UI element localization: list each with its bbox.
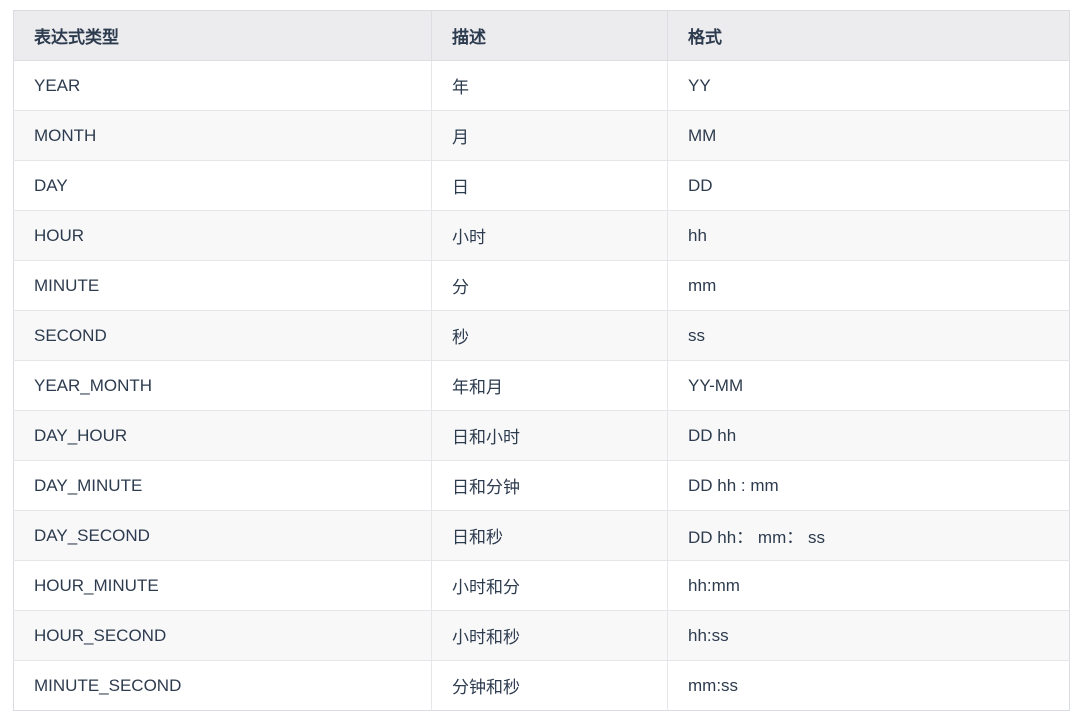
- cell-expression-type: HOUR_SECOND: [13, 610, 432, 661]
- table-row: MONTH 月 MM: [13, 110, 1070, 161]
- cell-expression-type: MINUTE_SECOND: [13, 660, 432, 711]
- table-row: HOUR 小时 hh: [13, 210, 1070, 261]
- table-row: MINUTE_SECOND 分钟和秒 mm:ss: [13, 660, 1070, 711]
- cell-description: 日: [431, 160, 668, 211]
- cell-format: DD hh: [667, 410, 1070, 461]
- cell-format: YY: [667, 60, 1070, 111]
- cell-format: DD hh : mm: [667, 460, 1070, 511]
- cell-description: 日和分钟: [431, 460, 668, 511]
- cell-expression-type: DAY_HOUR: [13, 410, 432, 461]
- cell-description: 年: [431, 60, 668, 111]
- cell-description: 日和秒: [431, 510, 668, 561]
- cell-format: DD: [667, 160, 1070, 211]
- table-row: MINUTE 分 mm: [13, 260, 1070, 311]
- datetime-expression-table-container: 表达式类型 描述 格式 YEAR 年 YY MONTH 月 MM DAY 日 D…: [13, 10, 1070, 711]
- table-row: DAY_MINUTE 日和分钟 DD hh : mm: [13, 460, 1070, 511]
- column-header-format: 格式: [667, 10, 1070, 61]
- table-row: HOUR_SECOND 小时和秒 hh:ss: [13, 610, 1070, 661]
- cell-description: 小时: [431, 210, 668, 261]
- cell-description: 秒: [431, 310, 668, 361]
- table-row: DAY_SECOND 日和秒 DD hh： mm： ss: [13, 510, 1070, 561]
- cell-description: 年和月: [431, 360, 668, 411]
- cell-format: hh:ss: [667, 610, 1070, 661]
- table-row: DAY 日 DD: [13, 160, 1070, 211]
- cell-format: hh: [667, 210, 1070, 261]
- table-row: YEAR_MONTH 年和月 YY-MM: [13, 360, 1070, 411]
- cell-format: mm: [667, 260, 1070, 311]
- cell-format: mm:ss: [688, 675, 739, 695]
- cell-format: DD hh： mm： ss: [667, 510, 1070, 561]
- cell-format: YY-MM: [667, 360, 1070, 411]
- table-row: YEAR 年 YY: [13, 60, 1070, 111]
- cell-expression-type: HOUR: [13, 210, 432, 261]
- column-header-expression-type: 表达式类型: [13, 10, 432, 61]
- datetime-expression-table: 表达式类型 描述 格式 YEAR 年 YY MONTH 月 MM DAY 日 D…: [13, 10, 1070, 711]
- cell-expression-type: SECOND: [13, 310, 432, 361]
- cell-description: 分: [431, 260, 668, 311]
- cell-expression-type: MONTH: [13, 110, 432, 161]
- table-row: HOUR_MINUTE 小时和分 hh:mm: [13, 560, 1070, 611]
- cell-description: 日和小时: [431, 410, 668, 461]
- cell-description: 小时和秒: [431, 610, 668, 661]
- cell-expression-type: DAY: [13, 160, 432, 211]
- table-row: DAY_HOUR 日和小时 DD hh: [13, 410, 1070, 461]
- cell-format: ss: [667, 310, 1070, 361]
- cell-format: hh:mm: [667, 560, 1070, 611]
- cell-description: 月: [431, 110, 668, 161]
- header-row: 表达式类型 描述 格式: [13, 10, 1070, 61]
- cell-description: 小时和分: [431, 560, 668, 611]
- cell-expression-type: DAY_SECOND: [13, 510, 432, 561]
- cell-expression-type: MINUTE: [13, 260, 432, 311]
- cell-expression-type: DAY_MINUTE: [13, 460, 432, 511]
- cell-description: 分钟和秒: [431, 660, 668, 711]
- table-row: SECOND 秒 ss: [13, 310, 1070, 361]
- cell-expression-type: YEAR: [13, 60, 432, 111]
- table-header: 表达式类型 描述 格式: [13, 10, 1070, 61]
- column-header-description: 描述: [431, 10, 668, 61]
- cell-expression-type: HOUR_MINUTE: [13, 560, 432, 611]
- cell-expression-type: YEAR_MONTH: [13, 360, 432, 411]
- table-body: YEAR 年 YY MONTH 月 MM DAY 日 DD HOUR 小时 hh…: [13, 60, 1070, 711]
- cell-format: MM: [667, 110, 1070, 161]
